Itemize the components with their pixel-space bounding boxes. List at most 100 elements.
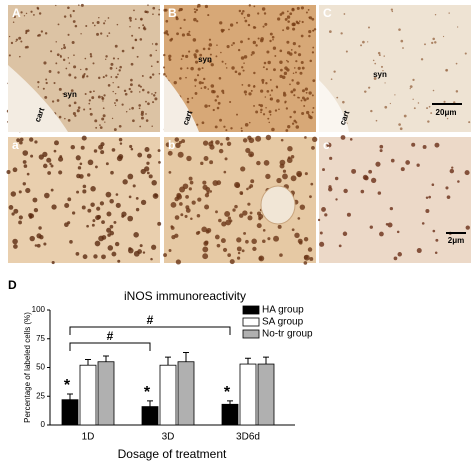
nucleus [242,138,248,143]
nucleus [43,163,48,169]
nucleus [13,244,18,249]
nucleus [308,115,312,119]
nucleus [90,186,96,192]
nucleus [194,78,197,82]
nucleus [38,12,42,15]
nucleus [76,109,80,113]
nucleus [18,215,23,220]
nucleus [303,237,309,242]
significance-hash: # [107,329,114,343]
nucleus [25,29,28,32]
nucleus [261,7,266,11]
nucleus [186,155,192,162]
nucleus [132,119,135,123]
nucleus [250,53,253,56]
nucleus [135,207,140,212]
nucleus [384,105,388,109]
nucleus [243,231,247,235]
nucleus [67,57,70,59]
nucleus [102,76,105,79]
nucleus [379,231,384,237]
nucleus [240,129,243,132]
nucleus [51,260,55,265]
nucleus [72,9,75,13]
nucleus [291,79,294,82]
nucleus [195,8,199,12]
panel-label: B [168,6,177,20]
nucleus [33,14,35,16]
nucleus [426,107,429,110]
nucleus [8,54,11,57]
significance-star: * [64,377,71,394]
nucleus [89,55,93,58]
nucleus [50,164,54,168]
nucleus [261,81,265,84]
nucleus [387,222,393,228]
nucleus [185,54,189,59]
nucleus [72,20,76,23]
nucleus [201,226,208,233]
nucleus [76,190,80,194]
nucleus [250,89,253,92]
nucleus [379,144,384,149]
nucleus [55,41,57,43]
nucleus [168,54,172,58]
nucleus [191,200,196,205]
x-tick-label: 3D6d [236,432,260,443]
nucleus [311,17,315,21]
bar [159,364,177,426]
nucleus [75,251,80,256]
nucleus [390,158,395,163]
nucleus [247,215,253,221]
nucleus [133,9,135,12]
nucleus [65,67,68,70]
nucleus [74,24,78,28]
nucleus [150,65,153,68]
nucleus [292,88,296,92]
nucleus [224,210,231,217]
nucleus [309,257,314,261]
nucleus [18,220,22,225]
nucleus [117,86,120,89]
panel-annotation: syn [198,55,212,64]
nucleus [163,53,166,57]
nucleus [181,33,186,37]
nucleus [279,159,286,166]
nucleus [281,75,286,80]
nucleus [147,91,150,94]
nucleus [324,213,328,217]
nucleus [303,98,307,102]
nucleus [202,246,209,253]
nucleus [163,253,167,257]
panel-annotation: 20μm [436,108,457,117]
nucleus [342,231,348,237]
nucleus [351,168,357,174]
nucleus [260,111,262,114]
nucleus [226,141,232,146]
nucleus [235,21,239,24]
nucleus [201,67,204,70]
nucleus [311,146,315,150]
nucleus [312,29,315,32]
nucleus [92,62,95,65]
nucleus [89,53,92,56]
nucleus [110,76,113,78]
nucleus [248,92,252,96]
nucleus [377,51,381,55]
nucleus [284,18,288,21]
nucleus [269,113,272,116]
nucleus [58,115,62,119]
nucleus [49,162,52,166]
nucleus [18,190,22,194]
nucleus [141,88,145,92]
nucleus [94,119,98,123]
nucleus [124,92,128,96]
panel-label: C [323,6,332,20]
nucleus [6,170,11,175]
nucleus [118,137,123,142]
nucleus [216,180,222,186]
bar [97,361,115,426]
nucleus [242,69,245,72]
nucleus [295,60,298,63]
error-bar [147,400,153,407]
